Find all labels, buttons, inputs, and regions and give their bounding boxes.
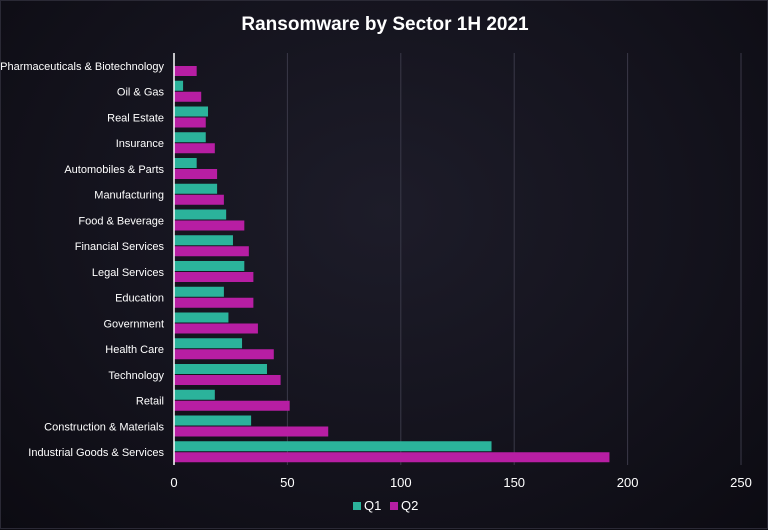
bar-q2-2[interactable]: [174, 117, 206, 128]
bar-q2-8[interactable]: [174, 272, 254, 282]
legend-label-q2[interactable]: Q2: [401, 498, 418, 513]
category-label-6: Food & Beverage: [78, 215, 164, 227]
legend-label-q1[interactable]: Q1: [364, 498, 381, 513]
bar-q2-5[interactable]: [174, 194, 224, 205]
category-label-0: Pharmaceuticals & Biotechnology: [1, 61, 164, 73]
x-tick-label-100: 100: [390, 475, 412, 490]
x-tick-label-250: 250: [730, 475, 752, 490]
bar-q1-11[interactable]: [174, 338, 243, 349]
bar-q1-2[interactable]: [174, 106, 209, 117]
bar-q2-12[interactable]: [174, 375, 281, 385]
bar-q2-1[interactable]: [174, 91, 202, 102]
category-label-10: Government: [103, 318, 164, 330]
bar-q1-13[interactable]: [174, 389, 215, 400]
bar-q1-15[interactable]: [174, 441, 492, 452]
bar-q2-3[interactable]: [174, 143, 215, 154]
category-label-14: Construction & Materials: [44, 421, 164, 433]
category-labels: Pharmaceuticals & Biotechnology Oil & Gas…: [1, 61, 164, 459]
x-tick-label-50: 50: [280, 475, 294, 490]
category-label-15: Industrial Goods & Services: [28, 447, 164, 459]
category-label-9: Education: [115, 293, 164, 305]
bar-q2-0[interactable]: [174, 66, 197, 76]
bar-q1-4[interactable]: [174, 158, 197, 168]
bar-q1-10[interactable]: [174, 312, 229, 323]
bar-q1-1[interactable]: [174, 80, 184, 91]
bar-q1-12[interactable]: [174, 364, 267, 374]
bar-q1-5[interactable]: [174, 183, 218, 194]
category-label-13: Retail: [136, 396, 164, 408]
category-label-3: Insurance: [116, 138, 164, 150]
bar-q1-6[interactable]: [174, 209, 227, 220]
bar-q1-8[interactable]: [174, 261, 245, 271]
category-label-1: Oil & Gas: [117, 87, 165, 99]
bar-q2-14[interactable]: [174, 426, 329, 437]
grid-lines: [286, 53, 742, 465]
bar-q1-3[interactable]: [174, 132, 206, 143]
bar-q2-11[interactable]: [174, 349, 274, 360]
bar-q2-13[interactable]: [174, 400, 290, 411]
legend[interactable]: Q1 Q2: [353, 498, 418, 513]
x-tick-label-200: 200: [617, 475, 639, 490]
bar-q2-4[interactable]: [174, 169, 218, 179]
x-tick-label-0: 0: [170, 475, 177, 490]
bar-q2-6[interactable]: [174, 220, 245, 231]
chart-title: Ransomware by Sector 1H 2021: [241, 14, 529, 35]
category-label-11: Health Care: [105, 344, 164, 356]
bars: [174, 66, 610, 463]
x-tick-label-150: 150: [503, 475, 525, 490]
bar-q2-7[interactable]: [174, 246, 249, 257]
legend-swatch-q1: [353, 502, 361, 510]
bar-q1-9[interactable]: [174, 286, 224, 297]
x-tick-labels: 0 50 100 150 200 250: [170, 475, 751, 490]
bar-q1-14[interactable]: [174, 415, 252, 426]
category-label-4: Automobiles & Parts: [64, 164, 164, 176]
category-label-2: Real Estate: [107, 112, 164, 124]
legend-swatch-q2: [390, 502, 398, 510]
bar-q1-7[interactable]: [174, 235, 233, 246]
category-label-12: Technology: [108, 370, 164, 382]
bar-q2-9[interactable]: [174, 297, 254, 308]
category-label-8: Legal Services: [92, 267, 165, 279]
category-label-7: Financial Services: [75, 241, 165, 253]
bar-q2-15[interactable]: [174, 452, 610, 463]
bar-q2-10[interactable]: [174, 323, 258, 334]
category-label-5: Manufacturing: [94, 190, 164, 202]
